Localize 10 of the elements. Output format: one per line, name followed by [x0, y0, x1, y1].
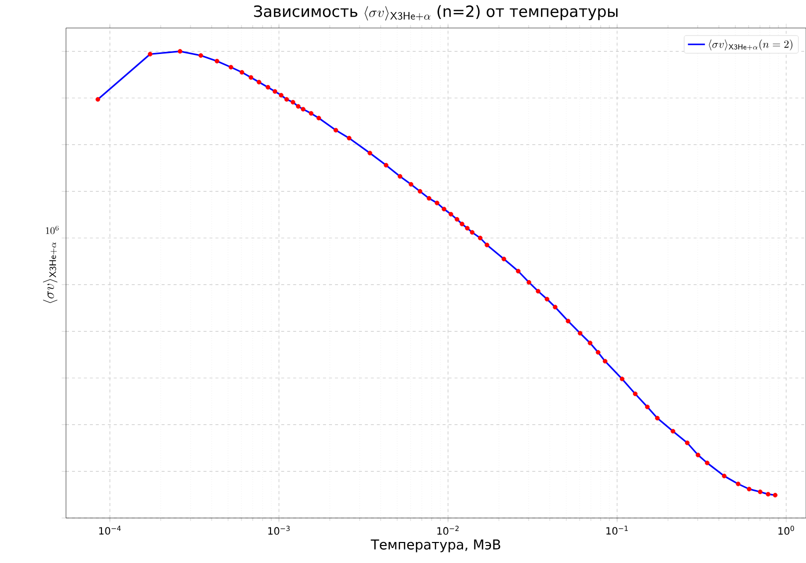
x-tick-label: 10$^{−3}$	[268, 526, 290, 535]
x-tick-label: 10$^{−1}$	[606, 526, 628, 535]
chart-title: $\text{Зависимость }\langle\sigma v\rangle_{\mathsf{X3He}+\alpha}\text{ (n=2) от температуры}$	[254, 5, 618, 20]
x-axis-title: Температура, МэВ	[370, 540, 500, 552]
x-tick-label: 10$^{−4}$	[99, 526, 121, 535]
legend-label: $\langle\sigma v\rangle_{\mathsf{X3He}+\alpha}(n=2)$	[708, 40, 792, 50]
x-tick-label: 10$^{0}$	[778, 526, 794, 535]
text: $10^{6}$	[46, 226, 59, 234]
y-axis-title: $\langle\sigma v\rangle_{\mathsf{X3He}+\alpha}$	[43, 242, 58, 303]
x-tick-label: 10$^{−2}$	[437, 526, 459, 535]
